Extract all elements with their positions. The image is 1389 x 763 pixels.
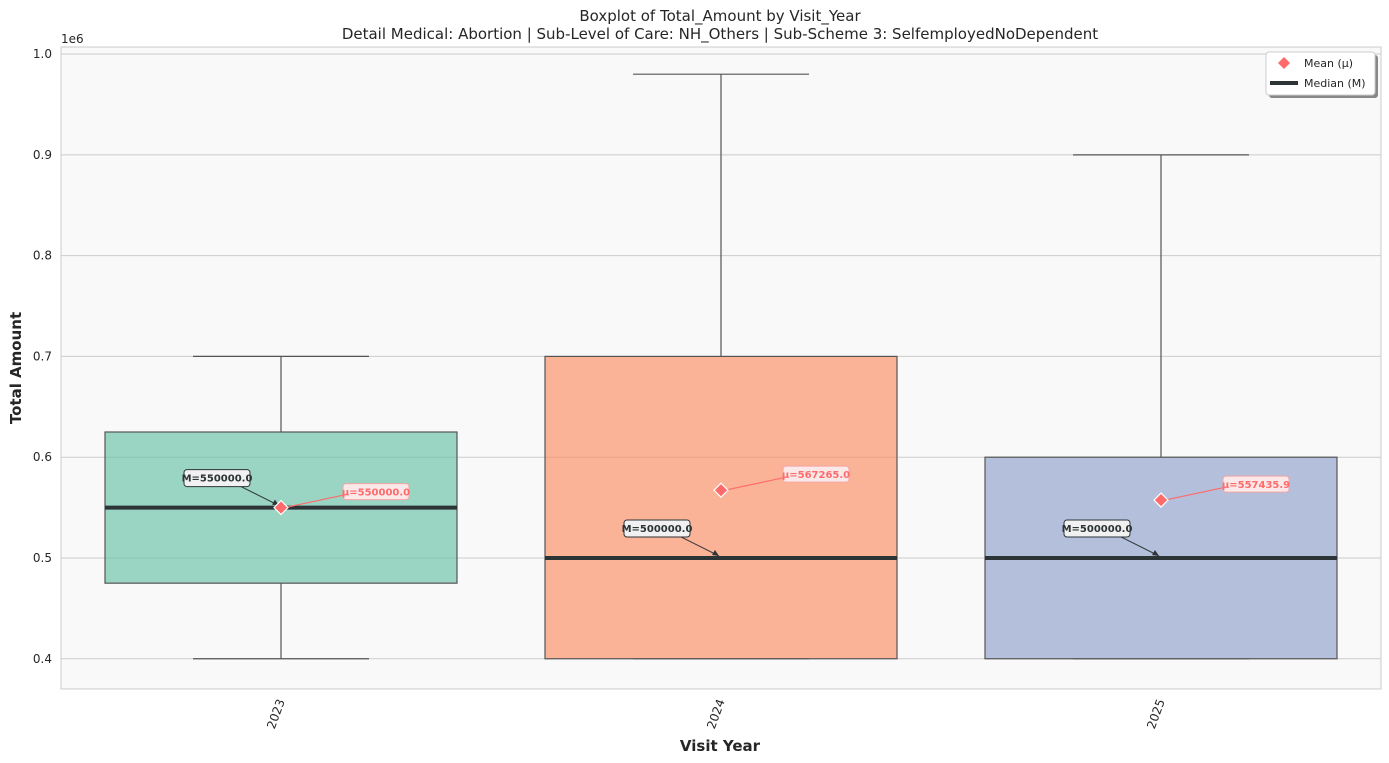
x-tick-label: 2024 (704, 697, 728, 730)
x-tick-label: 2023 (264, 697, 288, 730)
box-layer (104, 73, 1338, 660)
y-tick-label: 0.8 (33, 249, 52, 263)
mean-label-box (782, 465, 850, 483)
mean-marker (713, 482, 729, 499)
mean-marker (1153, 492, 1169, 508)
chart-subtitle: Detail Medical: Abortion | Sub-Level of … (342, 25, 1098, 44)
median-label-box (623, 519, 691, 538)
median-label: M=550000.0 (182, 474, 253, 485)
median-label-box (1063, 519, 1131, 538)
median-arrow (240, 486, 280, 507)
box-group-2024 (544, 73, 898, 660)
median-label: M=500000.0 (622, 524, 693, 535)
iqr-box (544, 355, 898, 660)
median-label-box (183, 469, 251, 488)
mean-connector (284, 494, 347, 509)
y-tick-label: 0.4 (33, 652, 52, 666)
median-arrow (680, 536, 720, 557)
y-offset-label: 1e6 (61, 32, 84, 46)
legend-mean-label: Mean (μ) (1304, 57, 1353, 70)
y-tick-label: 0.7 (33, 349, 52, 363)
mean-connector (1164, 486, 1227, 501)
legend-median-label: Median (M) (1304, 77, 1366, 90)
y-axis-label: Total Amount (7, 312, 25, 424)
y-tick-label: 0.6 (33, 450, 52, 464)
mean-label: μ=557435.9 (1222, 480, 1290, 491)
x-axis-label: Visit Year (680, 737, 761, 755)
annotation-layer: M=550000.0 μ=550000.0 M=500000.0 μ=567265.0… (182, 465, 1290, 557)
median-arrow (1120, 536, 1160, 557)
mean-label-box (342, 483, 410, 501)
mean-diamond-icon (1278, 57, 1290, 69)
mean-label-box (1222, 475, 1290, 493)
chart-title: Boxplot of Total_Amount by Visit_Year (579, 7, 861, 26)
mean-label: μ=550000.0 (342, 488, 410, 499)
median-label: M=500000.0 (1062, 524, 1133, 535)
y-tick-label: 0.9 (33, 148, 52, 162)
y-tick-label: 1.0 (33, 47, 52, 61)
mean-label: μ=567265.0 (782, 470, 850, 481)
y-tick-label: 0.5 (33, 551, 52, 565)
legend: Mean (μ) Median (M) (1265, 51, 1378, 98)
median-arrow-head (712, 549, 719, 556)
median-arrow-head (1152, 549, 1159, 556)
box-group-2025 (984, 154, 1338, 660)
mean-connector (724, 476, 787, 491)
x-tick-label: 2025 (1144, 697, 1168, 730)
mean-marker (273, 499, 289, 516)
